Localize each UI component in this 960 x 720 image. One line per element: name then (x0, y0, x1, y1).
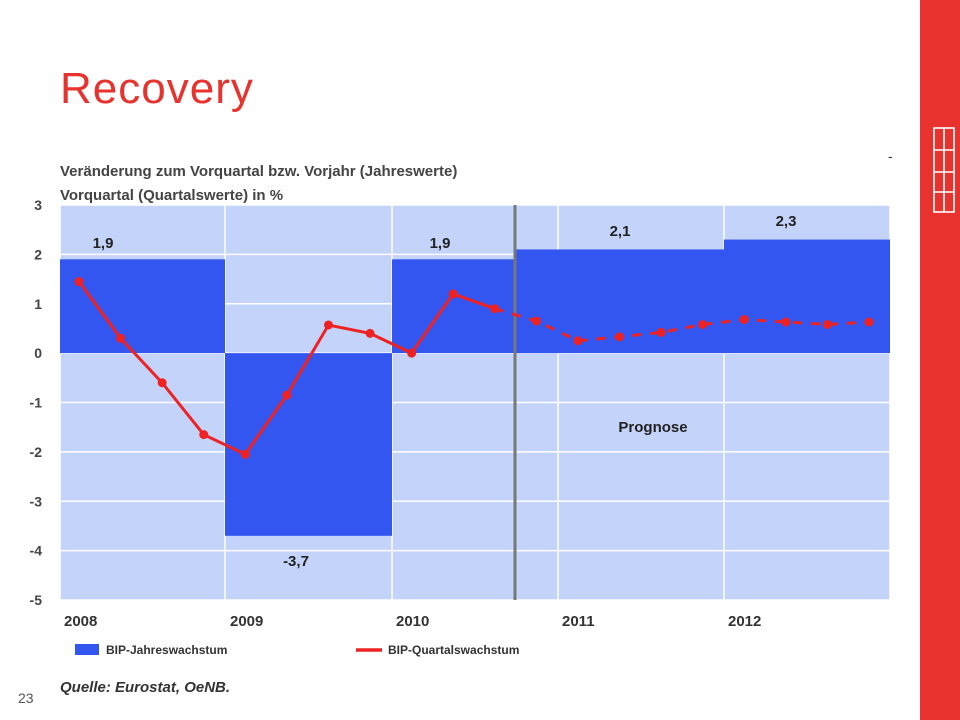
y-tick-label: 1 (34, 296, 42, 312)
brand-bar (920, 0, 960, 720)
annual-bar (225, 353, 392, 536)
quarterly-point (240, 449, 250, 459)
quarterly-forecast-point (822, 319, 832, 329)
y-tick-label: -4 (30, 543, 43, 559)
quarterly-point (282, 390, 292, 400)
x-tick-label: 2012 (728, 613, 761, 630)
legend-label-quarterly: BIP-Quartalswachstum (388, 643, 519, 657)
quarterly-forecast-point (698, 319, 708, 329)
forecast-label: Prognose (618, 419, 687, 436)
y-tick-label: 2 (34, 246, 42, 262)
quarterly-point (199, 430, 209, 440)
quarterly-forecast-point (656, 327, 666, 337)
x-tick-label: 2009 (230, 613, 263, 630)
annual-value-label: 2,1 (610, 223, 631, 240)
annual-value-label: -3,7 (283, 553, 309, 570)
quarterly-forecast-point (739, 315, 749, 325)
quarterly-point (448, 289, 458, 299)
y-tick-label: -5 (30, 592, 43, 608)
quarterly-point (157, 378, 167, 388)
x-tick-label: 2008 (64, 613, 97, 630)
y-tick-label: -3 (30, 493, 43, 509)
y-tick-label: 3 (34, 197, 42, 213)
quarterly-forecast-point (864, 317, 874, 327)
quarterly-point (116, 333, 126, 343)
slide-title: Recovery (60, 64, 254, 113)
quarterly-point (365, 328, 375, 338)
page-number: 23 (18, 690, 34, 706)
annual-bar (724, 239, 890, 354)
chart-title-line1: Veränderung zum Vorquartal bzw. Vorjahr … (60, 163, 457, 180)
legend-swatch-annual (75, 644, 99, 655)
y-tick-label: -2 (30, 444, 43, 460)
quarterly-forecast-point (781, 317, 791, 327)
x-tick-label: 2010 (396, 613, 429, 630)
quarterly-forecast-point (615, 332, 625, 342)
annual-value-label: 2,3 (776, 213, 797, 230)
quarterly-point (323, 320, 333, 330)
forba-logo (933, 127, 955, 213)
y-tick-label: -1 (30, 395, 43, 411)
legend-label-annual: BIP-Jahreswachstum (106, 643, 227, 657)
quarterly-forecast-point (573, 336, 583, 346)
quarterly-point (490, 304, 500, 314)
annual-value-label: 1,9 (93, 235, 114, 252)
quarterly-forecast-point (531, 316, 541, 326)
y-tick-label: 0 (34, 345, 42, 361)
quarterly-point (74, 277, 84, 287)
source-note: Quelle: Eurostat, OeNB. (60, 679, 230, 696)
gdp-chart: Veränderung zum Vorquartal bzw. Vorjahr … (30, 163, 891, 696)
annual-value-label: 1,9 (430, 235, 451, 252)
dash-mark: - (888, 148, 893, 164)
annual-bar (60, 259, 225, 354)
x-tick-label: 2011 (562, 613, 595, 630)
quarterly-point (407, 348, 417, 358)
chart-title-line2: Vorquartal (Quartalswerte) in % (60, 187, 283, 204)
